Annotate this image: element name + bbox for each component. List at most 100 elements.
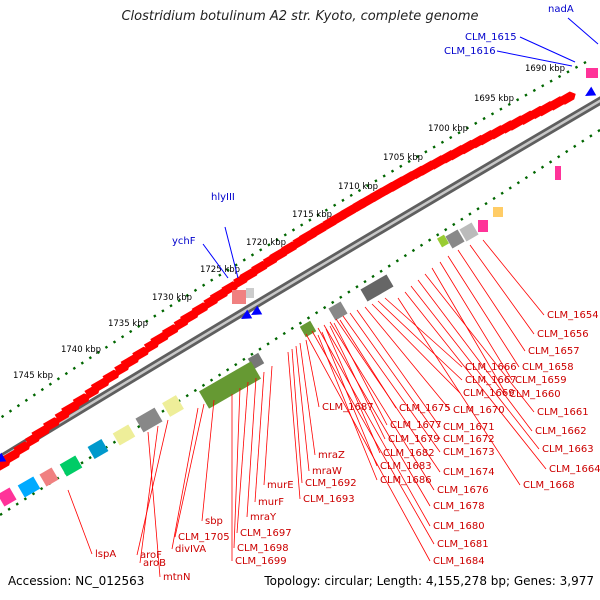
forward-gene-label: CLM_1699: [235, 556, 287, 567]
forward-gene-label: CLM_1664: [549, 464, 600, 475]
red-leader-line: [305, 333, 431, 562]
colored-feature-block: [555, 166, 561, 180]
tick-label: 1695 kbp: [474, 94, 514, 104]
feature-block: [360, 274, 394, 302]
forward-gene-label: CLM_1654: [547, 310, 599, 321]
forward-gene-label: CLM_1680: [433, 521, 485, 532]
feature-block: [87, 438, 109, 460]
red-leader-line: [236, 381, 249, 534]
forward-gene-label: mraY: [250, 512, 277, 523]
forward-gene-label: CLM_1682: [383, 448, 435, 459]
feature-block: [199, 361, 261, 409]
red-leader-line: [263, 365, 273, 486]
blue-leader-line: [202, 243, 229, 279]
forward-gene-label: sbp: [205, 516, 223, 527]
red-leader-line: [325, 328, 381, 454]
forward-gene-label: CLM_1683: [380, 461, 432, 472]
forward-gene-label: CLM_1681: [437, 539, 489, 550]
feature-block: [328, 301, 348, 321]
backbone-layer: [0, 96, 600, 464]
reverse-gene-label: CLM_1616: [444, 46, 496, 57]
red-leader-line: [482, 239, 545, 316]
feature-block: [112, 424, 136, 446]
forward-gene-label: aroF: [140, 550, 162, 561]
red-leader-line: [371, 303, 461, 394]
tick-layer: 1690 kbp 1695 kbp 1700 kbp 1705 kbp 1710 kbp…: [0, 60, 600, 517]
tick-label: 1735 kbp: [108, 319, 148, 329]
forward-gene-label: mtnN: [163, 572, 190, 583]
forward-gene-label: CLM_1658: [522, 362, 574, 373]
colored-feature-block: [478, 220, 488, 232]
forward-gene-label: CLM_1676: [437, 485, 489, 496]
colored-feature-block: [246, 288, 254, 298]
reverse-gene-label: CLM_1615: [465, 32, 517, 43]
forward-gene-label: CLM_1678: [433, 501, 485, 512]
forward-gene-label: murF: [258, 497, 284, 508]
feature-block: [437, 234, 449, 248]
red-leader-line: [329, 325, 386, 440]
blue-leader-line: [496, 50, 573, 67]
red-leader-line: [447, 255, 520, 368]
tick-label: 1730 kbp: [152, 293, 192, 303]
red-leader-line: [329, 321, 435, 491]
tick-label: 1740 kbp: [61, 345, 101, 355]
forward-gene-label: CLM_1663: [542, 444, 594, 455]
red-leader-line: [342, 315, 441, 453]
forward-gene-label: CLM_1656: [537, 329, 589, 340]
forward-gene-label: CLM_1679: [388, 434, 440, 445]
forward-gene-label: CLM_1670: [453, 405, 505, 416]
colored-feature-block: [493, 207, 503, 217]
feature-block: [445, 229, 465, 249]
forward-gene-arrow: [0, 457, 11, 471]
forward-gene-label: divIVA: [175, 544, 206, 555]
forward-gene-label: CLM_1669: [463, 388, 515, 399]
red-leader-line: [333, 322, 388, 426]
tick-label: 1690 kbp: [525, 64, 565, 74]
accession-text: Accession: NC_012563: [8, 574, 145, 588]
forward-gene-label: CLM_1705: [178, 532, 230, 543]
red-leader-line: [233, 387, 241, 549]
forward-gene-label: CLM_1687: [322, 402, 374, 413]
reverse-gene-arrow: [251, 305, 263, 315]
blue-leader-line: [567, 17, 599, 45]
tick-label: 1745 kbp: [13, 371, 53, 381]
red-leader-line: [174, 403, 205, 538]
red-leader-line: [139, 425, 159, 564]
forward-gene-label: murE: [267, 480, 294, 491]
feature-block: [0, 487, 17, 507]
label-layer: nadA CLM_1615 CLM_1616 hlyIII ychF CLM_1654 CL…: [95, 4, 600, 583]
forward-gene-label: lspA: [95, 549, 116, 560]
red-leader-line: [171, 407, 199, 550]
feature-block: [299, 320, 317, 338]
tick-label: 1715 kbp: [292, 210, 332, 220]
red-leader-line: [469, 244, 535, 335]
red-leader-line: [417, 279, 533, 432]
tick-label: 1720 kbp: [246, 238, 286, 248]
tick-label: 1725 kbp: [200, 265, 240, 275]
red-leader-line: [339, 319, 397, 409]
reverse-gene-arrow: [241, 309, 253, 319]
reverse-gene-arrow: [585, 86, 597, 96]
forward-gene-label: CLM_1668: [523, 480, 575, 491]
red-leader-line: [246, 377, 257, 518]
forward-gene-label: CLM_1673: [443, 447, 495, 458]
forward-gene-label: CLM_1659: [515, 375, 567, 386]
red-leader-line: [291, 348, 303, 484]
backbone-ring: [0, 96, 600, 464]
backbone-highlight: [0, 99, 600, 461]
forward-gene-label: aroB: [143, 558, 166, 569]
forward-gene-label: CLM_1657: [528, 346, 580, 357]
reverse-gene-label: nadA: [548, 4, 574, 15]
red-leader-line: [147, 431, 161, 578]
genome-summary-text: Topology: circular; Length: 4,155,278 bp…: [264, 574, 594, 588]
forward-gene-label: CLM_1692: [305, 478, 357, 489]
red-leader-line: [384, 297, 463, 368]
red-leader-line: [317, 334, 378, 481]
tick-label: 1705 kbp: [383, 153, 423, 163]
forward-gene-label: CLM_1672: [443, 434, 495, 445]
forward-gene-label: CLM_1660: [509, 389, 561, 400]
red-leader-line: [305, 339, 320, 408]
feature-block: [39, 467, 59, 487]
forward-gene-label: CLM_1667: [465, 375, 517, 386]
